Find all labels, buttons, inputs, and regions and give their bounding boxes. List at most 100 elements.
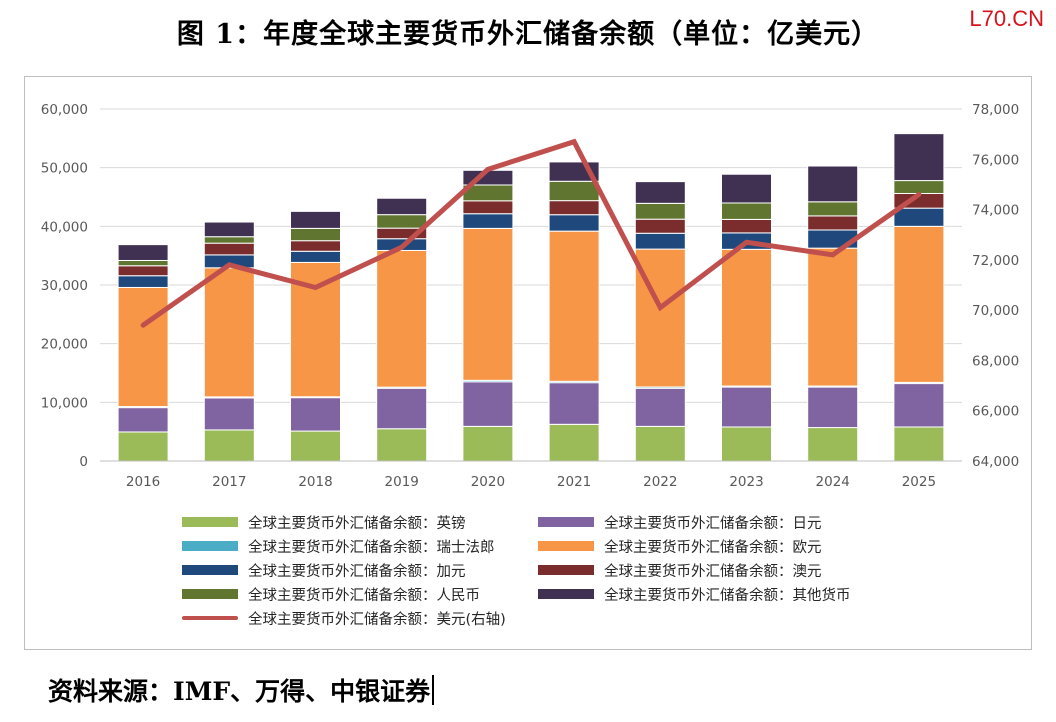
- bar-segment: [203, 429, 255, 462]
- bar-segment: [290, 210, 341, 229]
- x-tick-label: 2024: [816, 474, 850, 490]
- bar-segment: [807, 247, 859, 387]
- bar-segment: [117, 407, 169, 433]
- bar-segment: [807, 427, 859, 462]
- chart-frame: [24, 76, 1032, 650]
- bar-segment: [376, 197, 428, 216]
- bar-segment: [548, 180, 600, 202]
- bar-segment: [634, 425, 686, 462]
- chart-title: 图 1：年度全球主要货币外汇储备余额（单位：亿美元）: [176, 19, 880, 50]
- bar-segment: [634, 232, 686, 250]
- bar-segment: [807, 386, 859, 429]
- bar-segment: [290, 430, 341, 462]
- bar-segment: [290, 227, 341, 242]
- bar-segment: [376, 387, 428, 430]
- x-tick-label: 2021: [557, 474, 591, 490]
- bar-segment: [548, 230, 600, 382]
- y-left-tick-label: 20,000: [41, 337, 88, 353]
- y-right-tick-label: 66,000: [972, 404, 1019, 420]
- bar-segment: [548, 200, 600, 216]
- bar-segment: [721, 173, 772, 204]
- x-tick-label: 2025: [902, 474, 936, 490]
- usd-line-point: [228, 264, 230, 266]
- usd-line-series: [140, 138, 922, 328]
- y-left-tick-label: 30,000: [41, 278, 88, 294]
- bar-segment: [634, 218, 686, 234]
- bar-segment: [462, 200, 514, 215]
- bar-segment: [548, 214, 600, 232]
- bar-segment: [203, 397, 255, 431]
- usd-line-point: [746, 241, 747, 243]
- bar-segment: [462, 381, 514, 427]
- bar-segment: [203, 267, 255, 398]
- bar-segment: [462, 227, 514, 381]
- bar-segment: [634, 202, 686, 220]
- bar-segment: [548, 382, 600, 425]
- y-right-tick-label: 64,000: [972, 454, 1019, 470]
- watermark-logo: L70.CN: [969, 6, 1044, 31]
- bar-segment: [721, 202, 772, 220]
- usd-line-point: [918, 193, 920, 195]
- bar-segment: [117, 259, 169, 267]
- text-cursor: [432, 675, 435, 705]
- source-note: 资料来源：IMF、万得、中银证券: [48, 672, 435, 708]
- x-tick-label: 2017: [212, 474, 246, 490]
- bar-series: [117, 133, 945, 462]
- y-right-tick-label: 74,000: [972, 203, 1019, 219]
- bar-segment: [893, 180, 945, 194]
- bar-segment: [462, 213, 514, 229]
- bar-segment: [117, 265, 169, 277]
- bar-segment: [893, 207, 945, 227]
- bar-segment: [721, 248, 772, 387]
- bar-segment: [203, 236, 255, 244]
- x-tick-label: 2020: [471, 474, 505, 490]
- bar-segment: [462, 425, 514, 462]
- bar-segment: [290, 397, 341, 432]
- usd-line: [140, 138, 922, 328]
- bar-segment: [290, 250, 341, 263]
- usd-line-point: [401, 246, 403, 248]
- bar-segment: [721, 386, 772, 428]
- y-right-tick-label: 70,000: [972, 303, 1019, 319]
- bar-segment: [807, 215, 859, 231]
- y-left-tick-label: 50,000: [41, 161, 88, 177]
- bar-segment: [117, 286, 169, 408]
- usd-line-point: [573, 141, 575, 143]
- x-tick-label: 2023: [729, 474, 763, 490]
- axes: 0 10,000 20,000 30,000 40,000 50,000 60,000 64,…: [41, 102, 1020, 490]
- bar-segment: [117, 244, 169, 261]
- bar-segment: [634, 181, 686, 204]
- bar-segment: [376, 249, 428, 388]
- usd-line-point: [487, 168, 489, 170]
- y-right-tick-label: 76,000: [972, 152, 1019, 168]
- bar-segment: [203, 242, 255, 256]
- y-left-tick-label: 60,000: [41, 102, 88, 118]
- bar-segment: [117, 431, 169, 462]
- bar-segment: [376, 428, 428, 462]
- bar-segment: [893, 426, 945, 462]
- x-tick-label: 2018: [298, 474, 332, 490]
- bar-segment: [807, 165, 859, 203]
- x-tick-label: 2019: [385, 474, 419, 490]
- y-left-tick-label: 10,000: [41, 395, 88, 411]
- bar-segment: [634, 387, 686, 427]
- bar-segment: [376, 214, 428, 229]
- x-tick-label: 2022: [643, 474, 677, 490]
- bar-segment: [290, 240, 341, 252]
- y-right-tick-label: 78,000: [972, 102, 1019, 118]
- y-right-tick-label: 68,000: [972, 353, 1019, 369]
- bar-segment: [721, 218, 772, 234]
- bar-segment: [117, 275, 169, 288]
- bar-segment: [548, 423, 600, 462]
- usd-line-point: [315, 287, 316, 289]
- usd-line-point: [832, 254, 834, 256]
- usd-line-point: [142, 324, 144, 326]
- bar-segment: [807, 201, 859, 217]
- y-right-tick-label: 72,000: [972, 253, 1019, 269]
- x-tick-label: 2016: [126, 474, 160, 490]
- bar-segment: [893, 133, 945, 182]
- usd-line-point: [659, 307, 661, 309]
- bar-segment: [893, 225, 945, 383]
- bar-segment: [203, 221, 255, 238]
